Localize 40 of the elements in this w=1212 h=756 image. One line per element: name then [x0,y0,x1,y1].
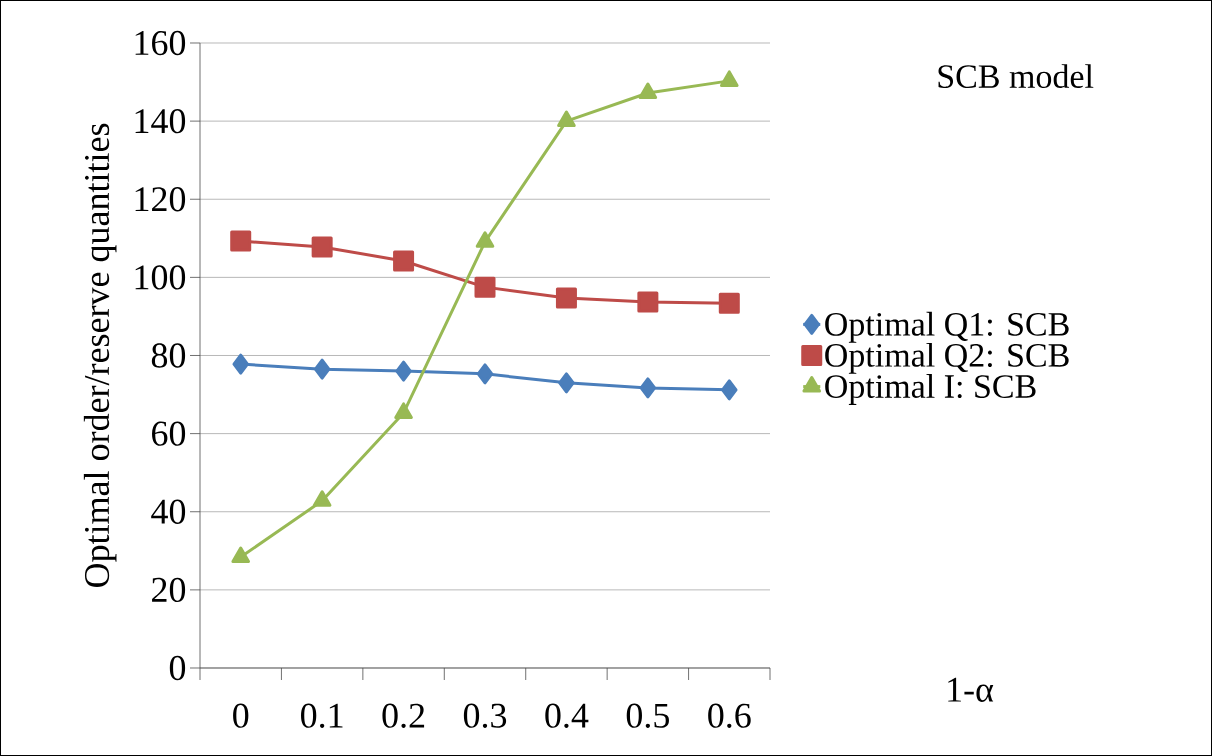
y-tick-label: 80 [151,343,186,368]
point [311,236,333,258]
y-tick-label: 40 [151,499,186,524]
x-tick-label: 0.5 [626,703,669,728]
point [476,363,494,385]
x-tick-label: 0.2 [382,703,425,728]
x-axis-title: 1-α [948,677,994,702]
legend-label: Optimal Q2: SCB [825,342,1069,374]
y-tick-label: 60 [152,421,186,446]
point [232,353,249,375]
x-tick-label: 0.6 [708,703,751,728]
y-tick-label: 0 [169,655,186,681]
x-tick-label: 0.4 [545,703,589,728]
x-tick-label: 0.3 [463,703,507,728]
point [555,287,577,309]
point [639,377,657,399]
point [720,70,739,87]
point [721,379,738,401]
y-axis-title: Optimal order/reserve quantities [83,123,117,587]
legend-label: Optimal Q1: SCB [825,311,1069,343]
point [718,292,740,314]
point [557,110,576,128]
text: SCB model [938,64,1094,89]
point [395,360,412,382]
y-tick-label: 140 [135,108,186,134]
point [474,276,496,298]
point [637,291,659,313]
y-tick-label: 160 [135,30,186,56]
point [393,250,415,272]
point [558,372,575,394]
point [230,230,252,252]
x-tick-label: 0.1 [301,703,343,728]
point [313,358,331,380]
x-tick-label: 0 [233,703,249,728]
point [475,231,495,248]
y-tick-label: 100 [135,265,186,290]
point [638,82,658,99]
legend-label: Optimal I: SCB [825,374,1036,405]
y-tick-label: 120 [135,187,186,212]
y-tick-label: 20 [152,577,186,603]
